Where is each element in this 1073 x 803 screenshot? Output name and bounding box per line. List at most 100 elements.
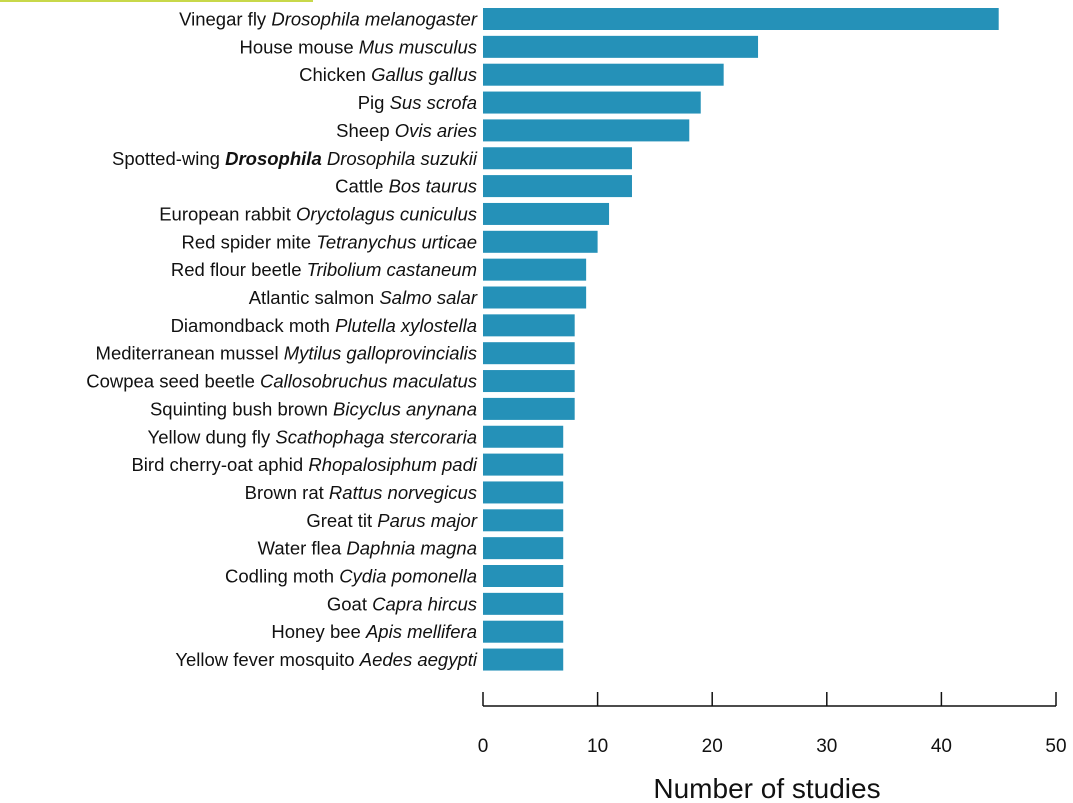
common-name: Atlantic salmon	[249, 287, 374, 308]
species-name: Plutella xylostella	[335, 315, 477, 336]
bar	[483, 258, 587, 281]
x-axis-title: Number of studies	[653, 773, 880, 803]
bar	[483, 147, 632, 170]
common-name: Yellow dung fly	[148, 426, 271, 447]
common-name: Bird cherry-oat aphid	[131, 454, 303, 475]
species-name: Drosophila melanogaster	[271, 9, 478, 30]
category-label: Codling moth Cydia pomonella	[225, 566, 477, 587]
bar	[483, 592, 564, 615]
category-label: Yellow dung fly Scathophaga stercoraria	[148, 426, 477, 447]
category-label: Yellow fever mosquito Aedes aegypti	[175, 649, 478, 670]
x-tick-label: 50	[1045, 736, 1066, 757]
category-label: Red spider mite Tetranychus urticae	[182, 231, 477, 252]
species-name: Parus major	[377, 510, 478, 531]
category-label: House mouse Mus musculus	[239, 36, 477, 57]
species-name: Sus scrofa	[390, 92, 477, 113]
x-axis: 0 10 20 30 40 50	[478, 692, 1067, 757]
species-name: Bos taurus	[389, 176, 477, 197]
species-name: Mus musculus	[359, 36, 477, 57]
species-name: Salmo salar	[379, 287, 478, 308]
bar	[483, 648, 564, 671]
category-label: Great tit Parus major	[306, 510, 478, 531]
common-name: European rabbit	[159, 203, 291, 224]
common-name: Spotted-wing	[112, 148, 220, 169]
species-name: Rhopalosiphum padi	[308, 454, 478, 475]
category-label: Cowpea seed beetle Callosobruchus macula…	[86, 371, 477, 392]
common-name: Codling moth	[225, 566, 334, 587]
species-name: Capra hircus	[372, 593, 477, 614]
bar	[483, 537, 564, 560]
bar	[483, 425, 564, 448]
category-label: Atlantic salmon Salmo salar	[249, 287, 478, 308]
bar	[483, 509, 564, 532]
category-label: Pig Sus scrofa	[358, 92, 477, 113]
common-name: House mouse	[239, 36, 353, 57]
common-name: Pig	[358, 92, 385, 113]
species-name: Daphnia magna	[346, 538, 477, 559]
x-tick-label: 10	[587, 736, 608, 757]
category-label: Red flour beetle Tribolium castaneum	[171, 259, 477, 280]
species-name: Tetranychus urticae	[316, 231, 477, 252]
category-label: Sheep Ovis aries	[336, 120, 477, 141]
species-name: Bicyclus anynana	[333, 398, 477, 419]
common-name: Chicken	[299, 64, 366, 85]
species-name: Scathophaga stercoraria	[275, 426, 477, 447]
common-name: Red flour beetle	[171, 259, 302, 280]
x-tick-label: 40	[931, 736, 952, 757]
common-name: Mediterranean mussel	[96, 343, 279, 364]
bar	[483, 620, 564, 643]
category-label: European rabbit Oryctolagus cuniculus	[159, 203, 477, 224]
x-tick-label: 0	[478, 736, 489, 757]
category-label: Spotted-wing Drosophila Drosophila suzuk…	[112, 148, 478, 169]
category-label: Vinegar fly Drosophila melanogaster	[179, 9, 478, 30]
common-name: Water flea	[258, 538, 342, 559]
category-label: Water flea Daphnia magna	[258, 538, 477, 559]
bar	[483, 230, 598, 253]
category-label: Bird cherry-oat aphid Rhopalosiphum padi	[131, 454, 477, 475]
species-name: Ovis aries	[395, 120, 477, 141]
common-name: Cattle	[335, 176, 383, 197]
species-name: Gallus gallus	[371, 64, 477, 85]
common-name: Squinting bush brown	[150, 398, 328, 419]
bar	[483, 175, 632, 198]
category-label: Squinting bush brown Bicyclus anynana	[150, 398, 477, 419]
species-name: Cydia pomonella	[339, 566, 477, 587]
x-tick-label: 30	[816, 736, 837, 757]
bar	[483, 314, 575, 337]
common-name: Goat	[327, 593, 367, 614]
category-label: Cattle Bos taurus	[335, 176, 477, 197]
bar	[483, 342, 575, 365]
bar	[483, 119, 690, 142]
category-label: Brown rat Rattus norvegicus	[245, 482, 477, 503]
bar	[483, 35, 759, 58]
bar	[483, 91, 701, 114]
bar	[483, 453, 564, 476]
species-name: Mytilus galloprovincialis	[284, 343, 477, 364]
species-name: Tribolium castaneum	[307, 259, 477, 280]
species-name: Rattus norvegicus	[329, 482, 477, 503]
species-name: Callosobruchus maculatus	[260, 371, 477, 392]
bar	[483, 481, 564, 504]
common-name: Honey bee	[271, 621, 360, 642]
bar	[483, 370, 575, 393]
species-name: Apis mellifera	[365, 621, 477, 642]
common-name: Great tit	[306, 510, 372, 531]
category-label: Goat Capra hircus	[327, 593, 477, 614]
category-label: Honey bee Apis mellifera	[271, 621, 477, 642]
bar	[483, 286, 587, 309]
common-name: Brown rat	[245, 482, 324, 503]
common-name: Sheep	[336, 120, 390, 141]
bars-group	[483, 8, 999, 671]
top-accent-line	[0, 0, 313, 2]
common-name: Red spider mite	[182, 231, 312, 252]
species-name: Oryctolagus cuniculus	[296, 203, 477, 224]
x-tick-label: 20	[702, 736, 723, 757]
species-name: Drosophila suzukii	[327, 148, 478, 169]
category-labels: Vinegar fly Drosophila melanogaster House…	[86, 9, 478, 671]
bar	[483, 8, 999, 30]
common-name: Vinegar fly	[179, 9, 267, 30]
common-name: Diamondback moth	[171, 315, 330, 336]
common-name: Yellow fever mosquito	[175, 649, 354, 670]
bar	[483, 565, 564, 587]
